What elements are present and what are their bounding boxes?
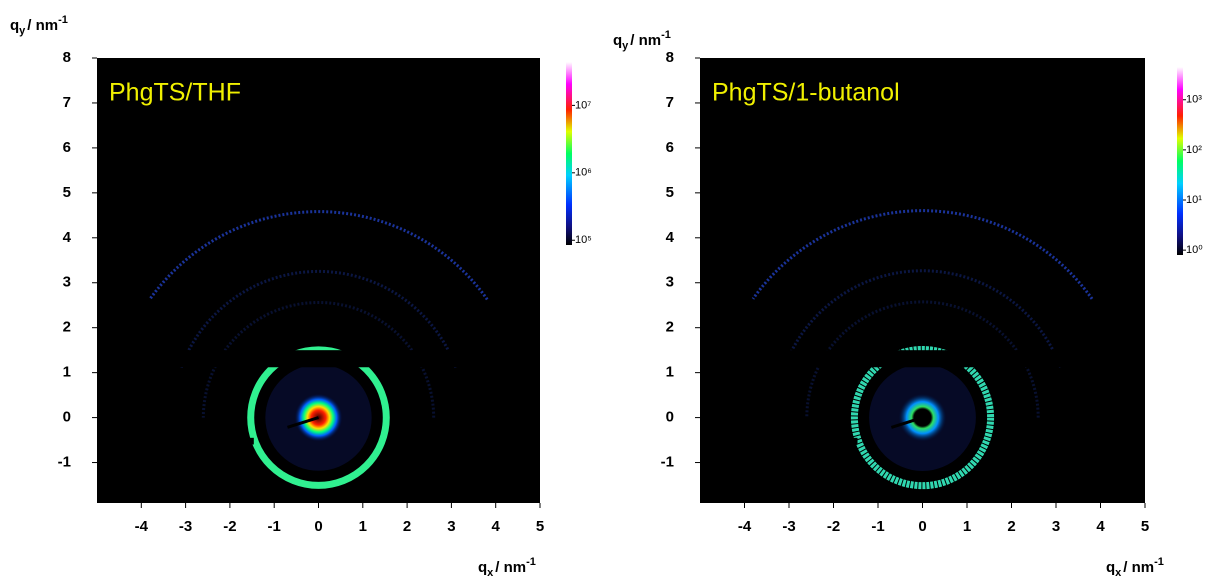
beam-stop <box>890 416 923 429</box>
x-tick-label: 0 <box>314 518 322 535</box>
diffuse-arc <box>201 301 436 418</box>
y-tick-label: 6 <box>666 139 674 156</box>
y-axis-label: qy / nm-1 <box>613 29 671 52</box>
x-tick-label: -2 <box>223 518 236 535</box>
detector-gap <box>700 350 1145 368</box>
y-tick-label: 3 <box>63 274 71 291</box>
axis-superscript: -1 <box>526 556 536 568</box>
x-tick-label: 1 <box>963 518 971 535</box>
scattering-ring <box>850 346 995 490</box>
axis-unit: / nm <box>495 559 526 576</box>
y-tick-label: 1 <box>63 364 71 381</box>
axis-unit: / nm <box>1123 559 1154 576</box>
y-tick-label: 0 <box>666 409 674 426</box>
axis-symbol: q <box>613 32 622 49</box>
y-tick-label: 6 <box>63 139 71 156</box>
y-tick-label: 4 <box>63 229 72 246</box>
axis-subscript: x <box>1115 567 1122 579</box>
axis-subscript: y <box>622 40 629 52</box>
y-tick-label: -1 <box>58 454 71 471</box>
axis-symbol: q <box>478 559 487 576</box>
colorbar-tick-label: 10⁵ <box>575 234 592 246</box>
axis-subscript: y <box>19 25 26 37</box>
x-tick-label: 2 <box>1007 518 1015 535</box>
y-tick-label: 5 <box>63 184 71 201</box>
panel-title: PhgTS/THF <box>109 79 241 107</box>
colorbar <box>1177 67 1183 255</box>
axis-superscript: -1 <box>1154 556 1164 568</box>
y-tick-label: 2 <box>63 319 71 336</box>
diffuse-arc <box>148 210 489 301</box>
y-tick-label: 1 <box>666 364 674 381</box>
y-tick-label: 2 <box>666 319 674 336</box>
x-tick-label: 4 <box>1096 518 1105 535</box>
x-tick-label: -3 <box>179 518 192 535</box>
scattering-image <box>700 209 1145 490</box>
x-tick-label: -4 <box>738 518 752 535</box>
x-tick-label: 5 <box>536 518 544 535</box>
axis-superscript: -1 <box>661 29 671 41</box>
y-tick-label: 8 <box>63 49 71 66</box>
x-tick-label: -1 <box>871 518 884 535</box>
x-tick-label: -4 <box>135 518 149 535</box>
y-tick-label: -1 <box>661 454 674 471</box>
x-tick-label: 2 <box>403 518 411 535</box>
scattering-image <box>97 210 540 489</box>
diffuse-arc <box>783 269 1062 368</box>
axis-symbol: q <box>10 17 19 34</box>
colorbar-tick-label: 10⁶ <box>575 167 592 179</box>
detector-gap <box>248 437 254 445</box>
colorbar <box>566 62 572 245</box>
axis-unit: / nm <box>630 32 661 49</box>
x-tick-label: 5 <box>1141 518 1149 535</box>
detector-gap <box>97 350 540 368</box>
colorbar-tick-label: 10⁷ <box>575 99 591 111</box>
axis-subscript: x <box>487 567 494 579</box>
panel-title: PhgTS/1-butanol <box>712 79 900 107</box>
x-tick-label: 4 <box>492 518 501 535</box>
axis-symbol: q <box>1106 559 1115 576</box>
y-tick-label: 7 <box>63 94 71 111</box>
y-tick-label: 7 <box>666 94 674 111</box>
colorbar-tick-label: 10¹ <box>1186 194 1202 206</box>
x-tick-label: -3 <box>782 518 795 535</box>
colorbar-tick-label: 10³ <box>1186 94 1202 106</box>
x-tick-label: 3 <box>447 518 455 535</box>
x-tick-label: 3 <box>1052 518 1060 535</box>
scattering-ring <box>247 346 390 489</box>
y-tick-label: 4 <box>666 229 675 246</box>
axis-unit: / nm <box>27 17 58 34</box>
colorbar-tick-label: 10⁰ <box>1186 244 1203 256</box>
x-tick-label: 0 <box>918 518 926 535</box>
x-axis-label: qx / nm-1 <box>1106 556 1164 579</box>
detector-gap <box>852 437 858 445</box>
diffuse-arc <box>179 269 458 369</box>
x-tick-label: 1 <box>359 518 367 535</box>
y-axis-label: qy / nm-1 <box>10 14 68 37</box>
x-axis-label: qx / nm-1 <box>478 556 536 579</box>
y-tick-label: 5 <box>666 184 674 201</box>
y-tick-label: 3 <box>666 274 674 291</box>
colorbar-tick-label: 10² <box>1186 144 1202 156</box>
axis-superscript: -1 <box>58 14 68 26</box>
x-tick-label: -1 <box>268 518 281 535</box>
x-tick-label: -2 <box>827 518 840 535</box>
y-tick-label: 0 <box>63 409 71 426</box>
beam-stop <box>287 416 319 429</box>
y-tick-label: 8 <box>666 49 674 66</box>
